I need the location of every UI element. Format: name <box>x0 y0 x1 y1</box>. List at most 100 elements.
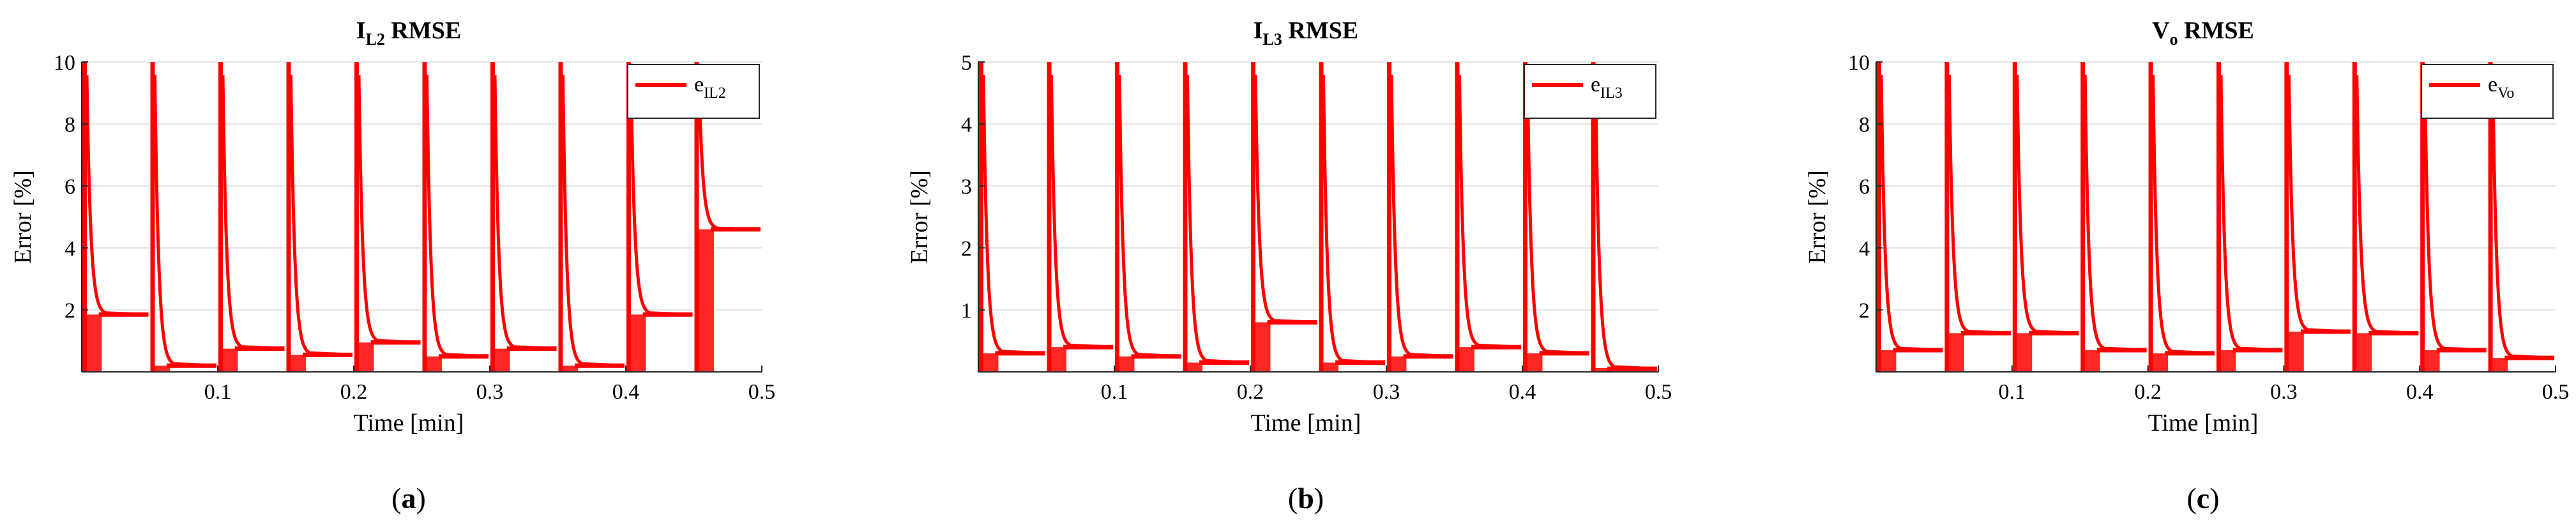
transient-band <box>1391 356 1407 372</box>
segment-3 <box>2012 62 2079 372</box>
transient-spike <box>1455 62 1460 372</box>
transient-spike <box>1251 62 1255 372</box>
transient-band <box>427 356 442 372</box>
segment-7 <box>490 62 557 372</box>
decay-envelope <box>1118 74 1181 358</box>
x-tick-label: 0.3 <box>1373 380 1400 404</box>
decay-envelope <box>2083 74 2147 352</box>
transient-spike <box>490 62 495 372</box>
transient-spike <box>422 62 427 372</box>
decay-envelope <box>1594 74 1658 371</box>
segment-2 <box>150 62 217 372</box>
caption-open: ( <box>2186 482 2196 514</box>
x-tick-label: 0.2 <box>340 380 368 404</box>
transient-band <box>2153 353 2169 372</box>
y-tick-label: 2 <box>64 299 75 323</box>
decay-envelope <box>1254 74 1317 324</box>
transient-spike <box>2012 62 2017 372</box>
x-tick-label: 0.4 <box>612 380 640 404</box>
decay-envelope <box>1879 74 1943 352</box>
transient-spike <box>1183 62 1188 372</box>
segment-1 <box>82 62 149 372</box>
legend-label: eIL3 <box>1591 73 1623 102</box>
segment-7 <box>2284 62 2351 372</box>
transient-spike <box>2080 62 2086 372</box>
title-rest: RMSE <box>1282 17 1358 44</box>
decay-envelope <box>2151 74 2215 355</box>
caption-letter: c <box>2197 482 2209 514</box>
x-axis-label: Time [min] <box>1251 410 1361 436</box>
transient-band <box>359 342 374 372</box>
transient-band <box>1459 347 1474 372</box>
segment-3 <box>1115 62 1181 372</box>
transient-band <box>2425 350 2440 372</box>
transient-spike <box>218 62 223 372</box>
decay-envelope <box>1390 74 1453 358</box>
caption-close: ) <box>2209 482 2219 514</box>
x-tick-label: 0.5 <box>1645 380 1672 404</box>
y-tick-label: 2 <box>1859 299 1870 323</box>
transient-band <box>2085 350 2100 372</box>
title-main: V <box>2152 17 2170 44</box>
transient-band <box>1527 353 1543 372</box>
title-main: I <box>1254 17 1263 44</box>
transient-band <box>1881 350 1897 372</box>
decay-envelope <box>2423 74 2487 352</box>
segment-4 <box>2080 62 2147 372</box>
x-tick-label: 0.3 <box>2270 380 2298 404</box>
legend-main: e <box>2488 73 2497 96</box>
y-axis-label: Error [%] <box>906 170 933 264</box>
transient-band <box>2289 331 2304 372</box>
x-tick-label: 0.4 <box>1509 380 1536 404</box>
panel-caption: (c) <box>2186 482 2219 514</box>
chart-title: IL3 RMSE <box>1254 17 1358 49</box>
transient-spike <box>1387 62 1391 372</box>
legend-label: eIL2 <box>694 73 726 102</box>
segment-5 <box>354 62 421 372</box>
decay-envelope <box>1050 74 1114 349</box>
y-tick-label: 6 <box>1859 175 1870 199</box>
transient-band <box>223 348 238 372</box>
decay-envelope <box>425 74 489 358</box>
transient-band <box>1187 362 1202 372</box>
transient-spike <box>1877 62 1881 372</box>
panel-a: 0.1 0.2 0.3 0.4 0.5 2 4 6 8 10 IL2 RMSE Time [min] E… <box>10 17 775 514</box>
legend: eIL3 <box>1524 64 1656 119</box>
decay-envelope <box>561 74 625 367</box>
segment-5 <box>2148 62 2215 372</box>
caption-close: ) <box>1314 482 1324 514</box>
panel-caption: (b) <box>1288 482 1324 514</box>
caption-letter: a <box>402 482 416 514</box>
segment-10 <box>1591 62 1658 372</box>
x-axis-label: Time [min] <box>2148 410 2259 436</box>
x-tick-label: 0.1 <box>1999 380 2026 404</box>
transient-spike <box>1115 62 1119 372</box>
x-tick-label: 0.5 <box>748 380 776 404</box>
transient-band <box>563 366 578 372</box>
transient-spike <box>2284 62 2289 372</box>
y-tick-label: 1 <box>961 299 972 323</box>
transient-band <box>1595 368 1610 372</box>
transient-spike <box>2420 62 2425 372</box>
transient-spike <box>979 62 983 372</box>
segment-2 <box>1047 62 1114 372</box>
decay-envelope <box>289 74 353 357</box>
panel-c: 0.1 0.2 0.3 0.4 0.5 2 4 6 8 10 Vo RMSE Time [min] Er… <box>1804 17 2569 514</box>
transient-band <box>87 314 102 372</box>
transient-spike <box>1047 62 1052 372</box>
transient-band <box>631 314 646 372</box>
x-tick-label: 0.2 <box>2134 380 2162 404</box>
transient-band <box>1051 347 1066 372</box>
y-tick-label: 4 <box>64 237 75 261</box>
transient-band <box>983 353 999 372</box>
decay-envelope <box>2355 74 2419 335</box>
transient-band <box>495 348 510 372</box>
segment-2 <box>1944 62 2011 372</box>
y-tick-label: 10 <box>1848 51 1870 75</box>
legend: eVo <box>2421 64 2554 119</box>
y-tick-label: 6 <box>64 175 75 199</box>
panel-b: 0.1 0.2 0.3 0.4 0.5 1 2 3 4 5 IL3 RMSE Time [min] Er… <box>906 17 1672 514</box>
transient-band <box>2017 333 2033 372</box>
series-IL3 <box>979 62 1658 372</box>
